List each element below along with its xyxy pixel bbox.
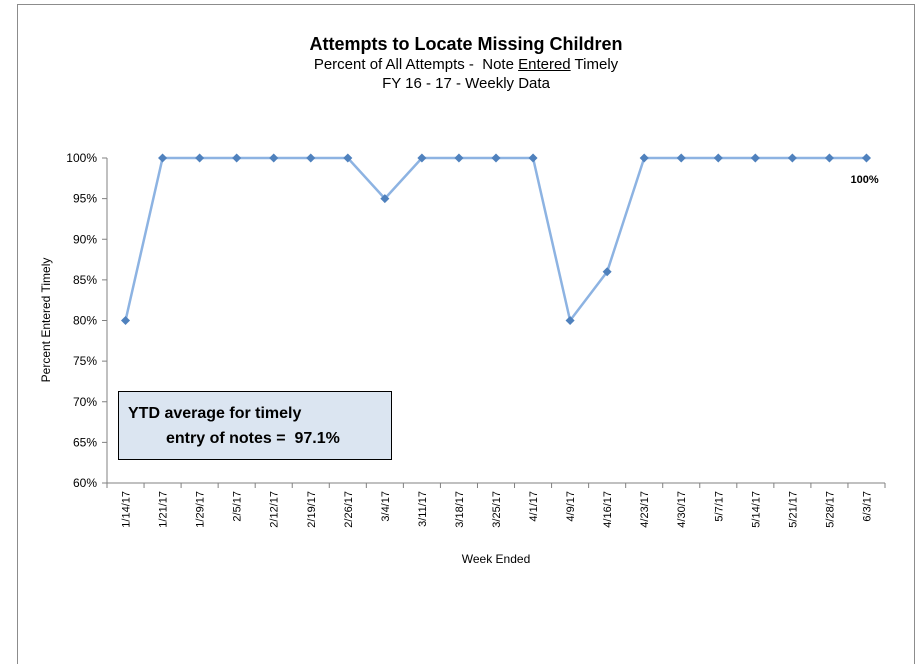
- x-tick-label: 5/21/17: [787, 491, 799, 528]
- data-point: [417, 153, 427, 163]
- series: 100%: [120, 153, 879, 326]
- subtitle-underlined: Entered: [518, 56, 571, 73]
- y-tick-label: 85%: [73, 273, 97, 287]
- x-tick-label: 5/28/17: [824, 491, 836, 528]
- y-axis: 60% 65% 70% 75% 80% 85% 90% 95% 100%: [66, 151, 108, 490]
- data-point: [343, 153, 353, 163]
- y-tick-label: 75%: [73, 354, 97, 368]
- data-point: [158, 153, 168, 163]
- x-tick-label: 2/19/17: [306, 491, 318, 528]
- chart-title-block: Attempts to Locate Missing Children Perc…: [17, 34, 915, 93]
- ytd-line-2: entry of notes = 97.1%: [166, 430, 340, 447]
- data-point: [750, 153, 760, 163]
- data-point: [713, 153, 723, 163]
- data-point: [824, 153, 834, 163]
- data-point: [120, 315, 131, 326]
- chart-title: Attempts to Locate Missing Children: [309, 34, 623, 54]
- data-point: [639, 153, 649, 163]
- series-line: [124, 156, 867, 324]
- y-tick-label: 60%: [73, 476, 97, 490]
- x-tick-label: 5/14/17: [750, 491, 762, 528]
- end-data-label: 100%: [850, 174, 878, 186]
- x-tick-label: 4/23/17: [639, 491, 651, 528]
- x-tick-label: 4/9/17: [565, 491, 577, 522]
- chart-frame: [17, 4, 915, 664]
- x-axis-title: Week Ended: [462, 552, 531, 566]
- y-tick-label: 70%: [73, 395, 97, 409]
- x-tick-label: 2/12/17: [269, 491, 281, 528]
- subtitle-prefix: Percent of All Attempts - Note: [313, 56, 519, 73]
- data-point: [565, 315, 575, 326]
- x-tick-label: 5/7/17: [713, 491, 725, 522]
- x-tick-label: 3/25/17: [491, 491, 503, 528]
- y-axis-title: Percent Entered Timely: [39, 258, 53, 383]
- subtitle-suffix: Timely: [570, 56, 619, 73]
- x-tick-label: 4/16/17: [602, 491, 614, 528]
- data-point: [232, 153, 242, 163]
- y-tick-label: 80%: [73, 314, 97, 328]
- x-tick-label: 1/14/17: [121, 491, 133, 528]
- data-point: [269, 153, 279, 163]
- x-tick-label: 4/30/17: [676, 491, 688, 528]
- x-tick-label: 4/1/17: [528, 491, 540, 522]
- x-tick-label: 2/5/17: [232, 491, 244, 522]
- y-tick-label: 100%: [66, 151, 97, 165]
- y-tick-label: 65%: [73, 435, 97, 449]
- x-tick-label: 1/21/17: [158, 491, 170, 528]
- x-tick-label: 6/3/17: [861, 491, 873, 522]
- data-point: [454, 153, 464, 163]
- ytd-average-box: YTD average for timely entry of notes = …: [118, 391, 392, 460]
- x-axis: 1/14/17 1/21/17 1/29/17 2/5/17 2/12/17 2/19/1…: [106, 482, 886, 528]
- data-point: [195, 153, 205, 163]
- y-tick-label: 90%: [73, 232, 97, 246]
- chart-subtitle: Percent of All Attempts - Note Entered T…: [17, 55, 915, 74]
- x-tick-label: 1/29/17: [195, 491, 207, 528]
- x-tick-label: 2/26/17: [343, 491, 355, 528]
- data-point: [861, 153, 872, 163]
- data-point: [787, 153, 797, 163]
- x-tick-label: 3/4/17: [380, 491, 392, 522]
- data-point: [306, 153, 316, 163]
- y-tick-label: 95%: [73, 192, 97, 206]
- x-tick-label: 3/18/17: [454, 491, 466, 528]
- chart-subtitle-2: FY 16 - 17 - Weekly Data: [382, 75, 550, 92]
- x-tick-label: 3/11/17: [417, 491, 429, 527]
- data-point: [491, 153, 501, 163]
- data-point: [676, 153, 686, 163]
- ytd-line-1: YTD average for timely: [128, 405, 302, 422]
- data-point: [528, 153, 538, 163]
